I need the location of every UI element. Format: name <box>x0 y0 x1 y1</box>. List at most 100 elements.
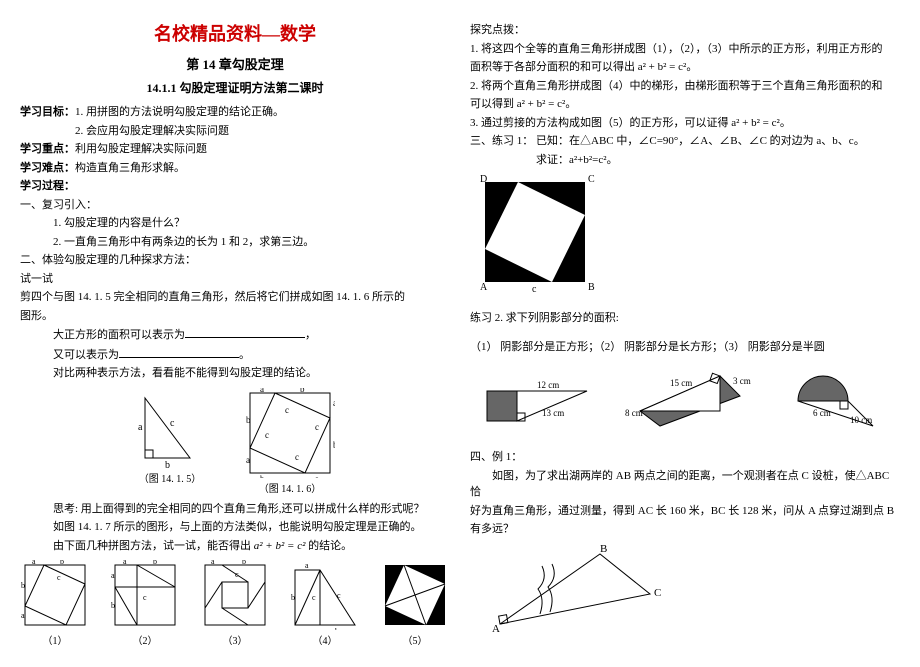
label-A: A <box>480 282 488 292</box>
spacer <box>470 329 900 337</box>
ex3-1: 如图，为了求出湖两岸的 AB 两点之间的距离，一个观测者在点 C 设桩，使△AB… <box>470 468 900 501</box>
m3: 3 cm <box>733 376 751 386</box>
think3a: 由下面几种拼图方法，试一试，能否得出 <box>53 540 254 552</box>
label-B: B <box>588 282 595 292</box>
ex2-fig3-icon: 6 cm 10 cm <box>778 361 888 431</box>
lake-figure: A B C <box>470 544 900 634</box>
diff-text: 构造直角三角形求解。 <box>75 162 185 174</box>
svg-text:a: a <box>138 422 143 433</box>
goals-line2: 2. 会应用勾股定理解决实际问题 <box>20 123 450 140</box>
label-C-top: C <box>588 174 595 185</box>
ex1-b: 求证：a²+b²=c²。 <box>470 152 900 169</box>
svg-text:a: a <box>123 560 127 566</box>
hint2a: 2. 将两个直角三角形拼成图（4）中的梯形，由梯形面积等于三个直角三角形面积的和 <box>470 78 900 95</box>
hint3: 3. 通过剪接的方法构成如图（5）的正方形，可以证得 a² + b² = c²。 <box>470 115 900 132</box>
s1-head: 一、复习引入： <box>20 197 450 214</box>
fig3-icon: a b c <box>200 560 270 630</box>
lake-triangle-icon: A B C <box>470 544 670 634</box>
focus-line: 学习重点：利用勾股定理解决实际问题 <box>20 141 450 158</box>
square-with-inner-icon: a b c c c c a b b a b a <box>245 388 335 478</box>
fig1-icon: a b c b a <box>20 560 90 630</box>
ex2-figures: 12 cm 13 cm 15 cm 8 cm 3 cm 6 cm 10 cm <box>470 361 900 431</box>
fig-14-1-6: a b c c c c a b b a b a （图 14. 1. 6） <box>245 388 335 495</box>
fig3-box: a b c （3） <box>200 560 270 647</box>
svg-text:c: c <box>285 405 289 415</box>
fig2-icon: a b c a b <box>110 560 180 630</box>
svg-text:b: b <box>60 560 64 566</box>
fig2-box: a b c a b （2） <box>110 560 180 647</box>
svg-text:a: a <box>246 455 250 465</box>
ex2-fig1-icon: 12 cm 13 cm <box>482 371 602 431</box>
hint1a: 1. 将这四个全等的直角三角形拼成图（1），（2），（3）中所示的正方形，利用正… <box>470 41 900 58</box>
right-column: 探究点拨： 1. 将这四个全等的直角三角形拼成图（1），（2），（3）中所示的正… <box>470 20 900 647</box>
m15: 15 cm <box>670 378 692 388</box>
ex2-title: 练习 2. 求下列阴影部分的面积: <box>470 310 900 327</box>
ex3-3: 有多远？ <box>470 521 900 538</box>
goals-line1: 学习目标：1. 用拼图的方法说明勾股定理的结论正确。 <box>20 104 450 121</box>
fig5-icon <box>380 560 450 630</box>
proof-figure: D C A B c <box>470 172 900 292</box>
svg-text:b: b <box>153 560 157 566</box>
think3b: 的结论。 <box>305 540 352 552</box>
fig-cap-1: （图 14. 1. 5） <box>135 470 205 485</box>
bigsq2-line: 又可以表示为。 <box>20 346 450 364</box>
m8: 8 cm <box>625 408 643 418</box>
svg-text:c: c <box>143 593 147 602</box>
s1-q1: 1. 勾股定理的内容是什么？ <box>20 215 450 232</box>
think3: 由下面几种拼图方法，试一试，能否得出 a² + b² = c² 的结论。 <box>20 538 450 555</box>
m13: 13 cm <box>542 408 564 418</box>
diff-line: 学习难点：构造直角三角形求解。 <box>20 160 450 177</box>
subsection-title: 14.1.1 勾股定理证明方法第二课时 <box>20 79 450 96</box>
bigsq1-text: 大正方形的面积可以表示为 <box>53 329 185 341</box>
blank-1 <box>185 326 305 338</box>
svg-text:a: a <box>333 398 335 408</box>
svg-text:b: b <box>335 627 339 630</box>
think3-eq: a² + b² = c² <box>254 540 306 552</box>
svg-text:b: b <box>300 388 305 394</box>
ex1-a: 三、练习 1： 已知：在△ABC 中，∠C=90°，∠A、∠B、∠C 的对边为 … <box>470 133 900 150</box>
fig1-num: （1） <box>20 632 90 647</box>
lake-B: B <box>600 544 607 555</box>
compare-text: 对比两种表示方法，看看能不能得到勾股定理的结论。 <box>20 365 450 382</box>
five-figures-row: a b c b a （1） a b c a b （2） <box>20 560 450 647</box>
svg-text:a: a <box>315 474 319 478</box>
focus-text: 利用勾股定理解决实际问题 <box>75 143 207 155</box>
try-text2: 图形。 <box>20 308 450 325</box>
diff-label: 学习难点： <box>20 162 75 174</box>
s2-head: 二、体验勾股定理的几种探求方法： <box>20 252 450 269</box>
fig4-box: a b c c a b （4） <box>290 560 360 647</box>
svg-text:b: b <box>291 593 295 602</box>
svg-text:c: c <box>312 593 316 602</box>
m6: 6 cm <box>813 408 831 418</box>
svg-text:c: c <box>170 418 175 429</box>
blank-2 <box>119 346 239 358</box>
try-text1: 剪四个与图 14. 1. 5 完全相同的直角三角形，然后将它们拼成如图 14. … <box>20 289 450 306</box>
hint2b: 可以得到 a² + b² = c²。 <box>470 96 900 113</box>
label-c-small: c <box>532 284 537 292</box>
figure-pair-14-1: a b c （图 14. 1. 5） a b c c c c a b b a b <box>20 388 450 495</box>
lake-C: C <box>654 587 661 599</box>
ex2-fig1: 12 cm 13 cm <box>482 371 602 431</box>
svg-text:a: a <box>21 611 25 620</box>
svg-text:b: b <box>21 581 25 590</box>
think1: 思考: 用上面得到的完全相同的四个直角三角形,还可以拼成什么样的形式呢？ <box>20 501 450 518</box>
svg-text:c: c <box>265 430 269 440</box>
lake-A: A <box>492 623 500 634</box>
svg-text:a: a <box>211 560 215 566</box>
svg-text:b: b <box>242 560 246 566</box>
goal1-text: 1. 用拼图的方法说明勾股定理的结论正确。 <box>75 106 284 118</box>
m12: 12 cm <box>537 380 559 390</box>
left-column: 名校精品资料—数学 第 14 章勾股定理 14.1.1 勾股定理证明方法第二课时… <box>20 20 450 647</box>
chapter-title: 第 14 章勾股定理 <box>20 54 450 73</box>
svg-text:c: c <box>295 452 299 462</box>
ex3-2: 好为直角三角形，通过测量，得到 AC 长 160 米，BC 长 128 米，问从… <box>470 503 900 520</box>
svg-text:b: b <box>165 460 170 468</box>
svg-text:a: a <box>305 627 309 630</box>
proc-label: 学习过程： <box>20 178 450 195</box>
bigsq1-line: 大正方形的面积可以表示为， <box>20 326 450 344</box>
fig5-box: （5） <box>380 560 450 647</box>
hint-label: 探究点拨： <box>470 22 900 39</box>
ex2-labels: （1） 阴影部分是正方形；（2） 阴影部分是长方形；（3） 阴影部分是半圆 <box>470 339 900 356</box>
fig1-box: a b c b a （1） <box>20 560 90 647</box>
main-title: 名校精品资料—数学 <box>20 20 450 46</box>
